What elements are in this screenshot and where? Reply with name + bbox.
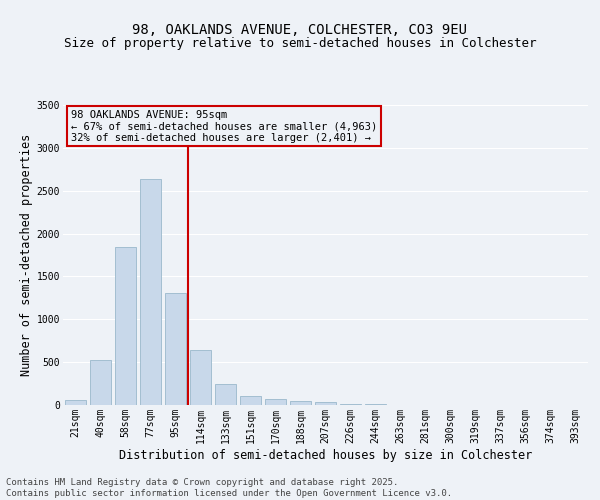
Text: 98 OAKLANDS AVENUE: 95sqm
← 67% of semi-detached houses are smaller (4,963)
32% : 98 OAKLANDS AVENUE: 95sqm ← 67% of semi-… <box>71 110 377 142</box>
Y-axis label: Number of semi-detached properties: Number of semi-detached properties <box>20 134 32 376</box>
X-axis label: Distribution of semi-detached houses by size in Colchester: Distribution of semi-detached houses by … <box>119 448 532 462</box>
Bar <box>215 384 236 405</box>
Text: Contains HM Land Registry data © Crown copyright and database right 2025.
Contai: Contains HM Land Registry data © Crown c… <box>6 478 452 498</box>
Bar <box>140 178 161 405</box>
Bar <box>165 292 186 405</box>
Text: 98, OAKLANDS AVENUE, COLCHESTER, CO3 9EU: 98, OAKLANDS AVENUE, COLCHESTER, CO3 9EU <box>133 22 467 36</box>
Bar <box>65 400 86 405</box>
Bar <box>190 350 211 405</box>
Bar <box>115 248 136 405</box>
Text: Size of property relative to semi-detached houses in Colchester: Size of property relative to semi-detach… <box>64 38 536 51</box>
Bar <box>290 401 311 405</box>
Bar <box>315 402 336 405</box>
Bar <box>365 404 386 405</box>
Bar <box>265 398 286 405</box>
Bar <box>240 396 261 405</box>
Bar <box>90 360 111 405</box>
Bar <box>340 404 361 405</box>
